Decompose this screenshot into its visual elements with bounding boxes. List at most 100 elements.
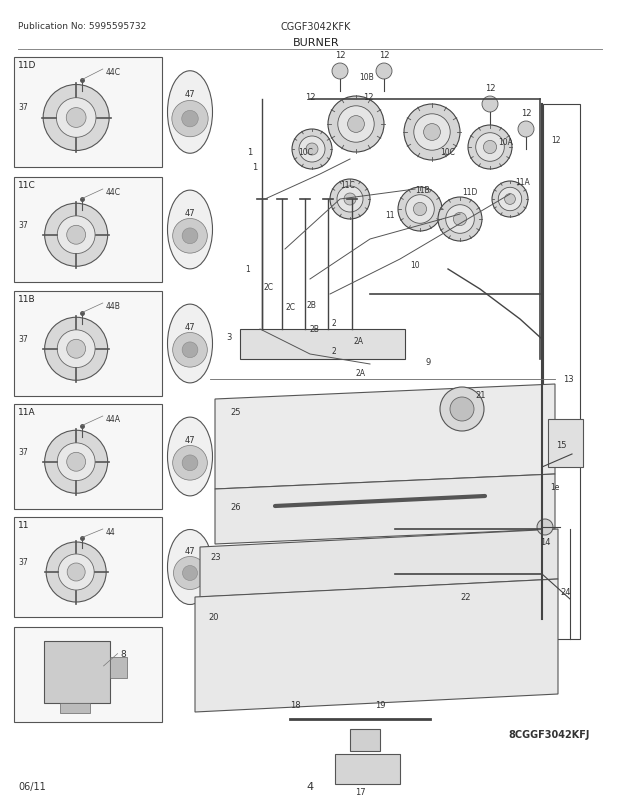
- Text: 47: 47: [185, 91, 195, 99]
- Text: 11C: 11C: [340, 180, 355, 190]
- Bar: [14, 627, 162, 722]
- Text: 37: 37: [18, 448, 28, 456]
- Text: 37: 37: [18, 103, 28, 111]
- Text: 8CGGF3042KFJ: 8CGGF3042KFJ: [508, 729, 590, 739]
- Text: 11C: 11C: [18, 180, 36, 190]
- Circle shape: [404, 105, 460, 160]
- Text: 1e: 1e: [550, 482, 559, 492]
- Circle shape: [440, 387, 484, 431]
- Text: 2B: 2B: [309, 325, 319, 334]
- Text: 20: 20: [208, 612, 218, 622]
- Text: 26: 26: [230, 502, 241, 512]
- Circle shape: [482, 97, 498, 113]
- Text: 2: 2: [332, 319, 337, 328]
- Text: 14: 14: [540, 537, 551, 546]
- Text: 24: 24: [560, 587, 570, 596]
- Circle shape: [338, 107, 374, 143]
- Circle shape: [438, 198, 482, 241]
- Text: 12: 12: [335, 51, 345, 60]
- Bar: [43, 642, 110, 703]
- Text: 15: 15: [556, 440, 567, 449]
- Circle shape: [57, 444, 95, 481]
- Circle shape: [173, 333, 207, 367]
- Text: 3: 3: [227, 333, 232, 342]
- Circle shape: [173, 219, 207, 253]
- Text: 2: 2: [332, 346, 337, 355]
- Text: 10C: 10C: [298, 148, 313, 157]
- Polygon shape: [215, 384, 555, 489]
- Ellipse shape: [167, 191, 213, 269]
- Text: 11A: 11A: [18, 407, 35, 416]
- Circle shape: [57, 330, 95, 368]
- Ellipse shape: [167, 418, 213, 496]
- Circle shape: [45, 318, 108, 381]
- Text: 8: 8: [120, 650, 126, 658]
- Polygon shape: [200, 529, 558, 597]
- Text: 47: 47: [185, 546, 195, 555]
- Circle shape: [306, 144, 318, 156]
- Circle shape: [182, 456, 198, 471]
- Text: 11: 11: [18, 520, 30, 529]
- Circle shape: [182, 229, 198, 245]
- Circle shape: [414, 115, 450, 151]
- Text: 10A: 10A: [498, 138, 513, 147]
- Ellipse shape: [167, 530, 213, 605]
- Text: 11D: 11D: [18, 61, 37, 70]
- Text: 18: 18: [290, 700, 301, 709]
- Circle shape: [46, 542, 106, 602]
- Polygon shape: [240, 330, 405, 359]
- Text: 12: 12: [379, 51, 389, 60]
- Ellipse shape: [167, 305, 213, 383]
- Text: 21: 21: [475, 391, 485, 399]
- Text: 25: 25: [230, 407, 241, 416]
- Text: 11A: 11A: [515, 178, 529, 187]
- Text: 12: 12: [551, 136, 560, 145]
- Ellipse shape: [167, 71, 213, 154]
- Circle shape: [423, 124, 440, 141]
- Text: 12: 12: [363, 93, 373, 102]
- Text: 4: 4: [306, 781, 314, 791]
- Circle shape: [67, 340, 86, 358]
- Circle shape: [414, 203, 427, 217]
- Circle shape: [450, 398, 474, 422]
- Circle shape: [468, 126, 512, 170]
- Circle shape: [492, 182, 528, 217]
- Circle shape: [484, 141, 497, 155]
- Text: 44B: 44B: [106, 302, 121, 310]
- Text: 19: 19: [375, 700, 386, 709]
- Text: 11B: 11B: [18, 294, 35, 304]
- Polygon shape: [215, 475, 555, 545]
- Circle shape: [518, 122, 534, 138]
- Text: 2C: 2C: [263, 283, 273, 292]
- Circle shape: [446, 205, 474, 234]
- Circle shape: [299, 137, 325, 163]
- Text: 17: 17: [355, 787, 365, 796]
- Circle shape: [537, 520, 553, 535]
- Circle shape: [405, 196, 434, 224]
- Circle shape: [67, 563, 85, 581]
- Circle shape: [348, 116, 365, 133]
- Bar: [350, 729, 380, 751]
- Circle shape: [498, 188, 521, 212]
- Text: 2A: 2A: [356, 369, 366, 378]
- Circle shape: [174, 557, 206, 589]
- Circle shape: [330, 180, 370, 220]
- Text: 2B: 2B: [306, 301, 316, 310]
- Text: 1: 1: [247, 148, 252, 157]
- Text: 1: 1: [252, 163, 257, 172]
- Text: 22: 22: [460, 592, 471, 602]
- Circle shape: [453, 213, 467, 226]
- Text: 47: 47: [185, 209, 195, 217]
- Bar: [60, 703, 91, 713]
- Text: 47: 47: [185, 322, 195, 331]
- Text: 23: 23: [210, 553, 221, 561]
- Bar: [14, 517, 162, 618]
- Text: 37: 37: [18, 334, 28, 343]
- Circle shape: [476, 134, 504, 162]
- Text: 47: 47: [185, 435, 195, 444]
- Text: 2A: 2A: [353, 337, 363, 346]
- Polygon shape: [195, 579, 558, 712]
- Circle shape: [182, 565, 198, 581]
- Text: 44C: 44C: [106, 68, 121, 77]
- Text: 13: 13: [563, 375, 574, 384]
